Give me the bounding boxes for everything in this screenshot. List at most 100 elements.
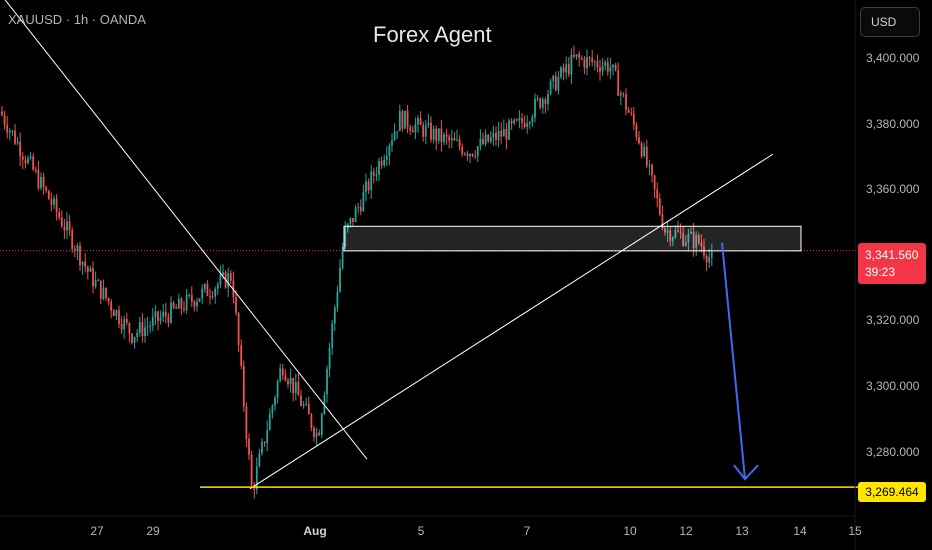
candle-body bbox=[417, 118, 419, 125]
candle-body bbox=[409, 127, 412, 131]
candle-body bbox=[632, 113, 635, 125]
candle-body bbox=[474, 155, 477, 157]
candle-body bbox=[697, 234, 700, 244]
candle-body bbox=[557, 77, 560, 91]
candle-body bbox=[627, 109, 630, 113]
candle-body bbox=[266, 430, 269, 444]
candle-body bbox=[146, 326, 149, 328]
candle-body bbox=[310, 414, 313, 428]
candle-body bbox=[151, 317, 154, 326]
candle-body bbox=[651, 164, 653, 176]
x-tick-label: 13 bbox=[735, 524, 749, 538]
symbol-title: XAUUSD · 1h · OANDA bbox=[8, 12, 146, 27]
candle-body bbox=[705, 255, 708, 263]
candle-body bbox=[222, 272, 224, 275]
candle-body bbox=[92, 268, 94, 287]
watermark-text: Forex Agent bbox=[373, 22, 492, 47]
candle-body bbox=[27, 158, 29, 163]
candle-body bbox=[619, 93, 622, 96]
candle-body bbox=[188, 294, 191, 296]
x-tick-label: 12 bbox=[679, 524, 693, 538]
candle-body bbox=[144, 327, 146, 337]
candle-body bbox=[456, 139, 458, 141]
candle-body bbox=[497, 130, 500, 141]
bar-countdown: 39:23 bbox=[865, 265, 896, 279]
candle-body bbox=[32, 156, 35, 170]
candle-body bbox=[107, 298, 110, 302]
x-tick-label: 5 bbox=[417, 524, 425, 538]
candle-body bbox=[502, 129, 505, 137]
candle-body bbox=[508, 120, 510, 140]
candle-body bbox=[357, 207, 360, 209]
candle-body bbox=[219, 274, 222, 285]
candle-body bbox=[625, 94, 627, 110]
candle-body bbox=[177, 298, 180, 309]
candle-body bbox=[495, 132, 497, 141]
candle-body bbox=[159, 317, 162, 321]
candle-body bbox=[440, 128, 443, 142]
candle-body bbox=[120, 323, 123, 330]
candle-body bbox=[370, 171, 373, 191]
candle-body bbox=[471, 153, 474, 156]
candle-body bbox=[333, 307, 336, 324]
y-tick-label: 3,300.000 bbox=[866, 379, 920, 393]
candle-body bbox=[552, 75, 555, 81]
candle-body bbox=[261, 441, 263, 454]
candle-body bbox=[248, 438, 250, 455]
currency-button[interactable]: USD bbox=[860, 7, 920, 37]
candle-body bbox=[128, 322, 131, 334]
x-tick-label: 7 bbox=[523, 524, 531, 538]
candle-body bbox=[398, 111, 401, 132]
candle-body bbox=[300, 395, 302, 406]
candle-body bbox=[149, 325, 152, 327]
y-tick-label: 3,400.000 bbox=[866, 51, 920, 65]
candle-body bbox=[684, 242, 687, 246]
candle-body bbox=[196, 301, 198, 307]
candle-body bbox=[240, 345, 243, 366]
candle-body bbox=[591, 57, 594, 63]
candle-body bbox=[136, 332, 139, 337]
x-tick-label: 14 bbox=[793, 524, 807, 538]
candle-body bbox=[209, 295, 211, 297]
candle-body bbox=[544, 99, 547, 105]
candle-body bbox=[534, 98, 536, 118]
candle-body bbox=[112, 310, 115, 317]
candle-body bbox=[276, 381, 279, 398]
candle-body bbox=[214, 288, 217, 297]
candle-body bbox=[97, 280, 100, 282]
candle-body bbox=[245, 406, 248, 439]
candle-body bbox=[157, 311, 159, 321]
candle-body bbox=[695, 234, 698, 249]
candle-body bbox=[201, 288, 204, 299]
candle-body bbox=[612, 64, 614, 68]
candle-body bbox=[255, 466, 258, 490]
candle-body bbox=[578, 54, 581, 59]
candle-body bbox=[352, 217, 354, 222]
candle-body bbox=[378, 161, 380, 175]
candle-body bbox=[227, 273, 230, 288]
candle-body bbox=[284, 375, 287, 381]
candle-body bbox=[326, 368, 328, 395]
candle-body bbox=[528, 122, 531, 124]
candle-body bbox=[635, 124, 638, 138]
candle-body bbox=[102, 287, 105, 299]
candle-body bbox=[656, 189, 659, 199]
candle-body bbox=[354, 207, 357, 222]
candle-body bbox=[573, 54, 575, 57]
candle-body bbox=[263, 441, 266, 444]
candle-body bbox=[71, 230, 74, 250]
candle-body bbox=[521, 118, 523, 123]
candle-body bbox=[604, 62, 607, 67]
candle-body bbox=[68, 221, 71, 231]
candle-body bbox=[297, 381, 300, 396]
candle-body bbox=[661, 214, 664, 229]
candle-body bbox=[513, 119, 516, 124]
candle-body bbox=[66, 221, 68, 231]
candle-body bbox=[430, 122, 432, 140]
candle-body bbox=[89, 268, 92, 272]
candle-body bbox=[541, 99, 544, 108]
candle-body bbox=[365, 181, 367, 193]
y-tick-label: 3,280.000 bbox=[866, 444, 920, 459]
